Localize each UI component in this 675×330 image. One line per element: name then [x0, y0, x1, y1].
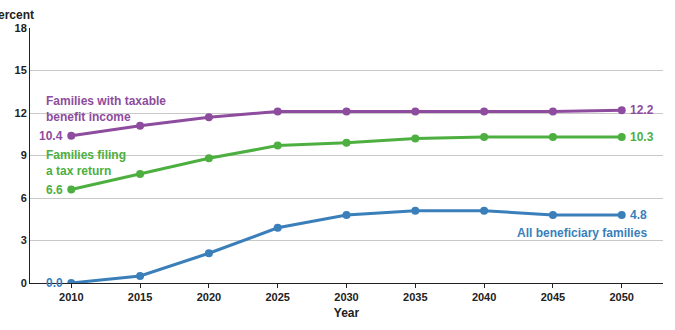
svg-text:9: 9 [21, 149, 27, 161]
svg-text:All beneficiary families: All beneficiary families [517, 226, 647, 240]
svg-text:2020: 2020 [197, 291, 221, 303]
svg-text:2050: 2050 [609, 291, 633, 303]
svg-text:2025: 2025 [265, 291, 289, 303]
svg-text:10.4: 10.4 [39, 129, 63, 143]
svg-text:4.8: 4.8 [630, 208, 647, 222]
svg-text:Families with taxablebenefit i: Families with taxablebenefit income [46, 94, 166, 124]
svg-text:2040: 2040 [472, 291, 496, 303]
svg-text:12: 12 [15, 107, 27, 119]
svg-text:2015: 2015 [128, 291, 152, 303]
svg-text:Percent: Percent [0, 8, 34, 22]
svg-text:15: 15 [15, 64, 27, 76]
svg-text:6: 6 [21, 192, 27, 204]
svg-text:12.2: 12.2 [630, 103, 654, 117]
svg-text:Year: Year [334, 306, 360, 320]
svg-text:3: 3 [21, 234, 27, 246]
svg-text:Families filinga tax return: Families filinga tax return [46, 148, 126, 178]
svg-text:2010: 2010 [59, 291, 83, 303]
svg-text:10.3: 10.3 [630, 130, 654, 144]
svg-text:0.0: 0.0 [46, 276, 63, 290]
svg-text:2045: 2045 [541, 291, 565, 303]
svg-text:2035: 2035 [403, 291, 427, 303]
svg-text:0: 0 [21, 277, 27, 289]
svg-text:6.6: 6.6 [46, 183, 63, 197]
svg-text:18: 18 [15, 22, 27, 34]
svg-text:2030: 2030 [334, 291, 358, 303]
